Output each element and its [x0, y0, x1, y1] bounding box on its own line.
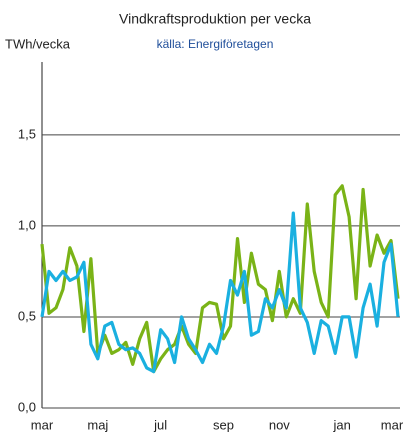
- x-tick-label: mar: [31, 417, 54, 432]
- chart-title: Vindkraftsproduktion per vecka: [119, 11, 311, 27]
- y-tick-label: 1,0: [18, 217, 36, 232]
- x-tick-label: jan: [332, 417, 350, 432]
- y-tick-label: 1,5: [18, 126, 36, 141]
- x-tick-label: maj: [87, 417, 108, 432]
- y-axis-label: TWh/vecka: [5, 36, 71, 51]
- x-tick-label: sep: [213, 417, 234, 432]
- x-tick-label: nov: [269, 417, 290, 432]
- chart-subtitle: källa: Energiföretagen: [157, 37, 274, 51]
- y-tick-label: 0,0: [18, 399, 36, 414]
- x-tick-label: mar: [381, 417, 404, 432]
- line-series: [40, 211, 400, 374]
- x-tick-label: jul: [153, 417, 167, 432]
- y-tick-label: 0,5: [18, 308, 36, 323]
